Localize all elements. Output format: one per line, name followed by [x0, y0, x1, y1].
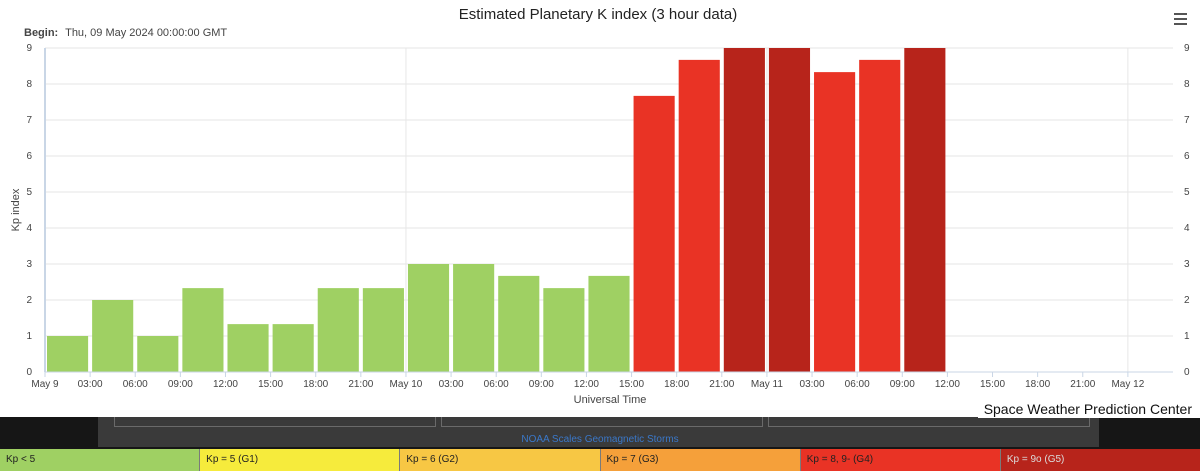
x-tick-label: May 10	[390, 379, 423, 390]
kp-bar[interactable]	[182, 288, 224, 372]
swpc-credit: Space Weather Prediction Center	[983, 401, 1192, 417]
y-tick-label: 8	[26, 79, 32, 90]
kp-bar[interactable]	[543, 288, 585, 372]
x-tick-label: 09:00	[529, 379, 554, 390]
scale-cell: Kp = 6 (G2)	[400, 449, 601, 471]
begin-timestamp: Begin: Thu, 09 May 2024 00:00:00 GMT	[24, 27, 227, 39]
x-tick-label: 18:00	[1025, 379, 1050, 390]
kp-bar[interactable]	[137, 336, 179, 372]
scale-cell: Kp = 5 (G1)	[200, 449, 401, 471]
kp-bar[interactable]	[723, 48, 765, 372]
y-tick-label: 3	[26, 259, 32, 270]
x-tick-label: 15:00	[258, 379, 283, 390]
y-tick-label-right: 5	[1184, 187, 1190, 198]
y-tick-label: 1	[26, 331, 32, 342]
x-tick-label: 09:00	[890, 379, 915, 390]
kp-bar[interactable]	[272, 324, 314, 372]
y-tick-label: 7	[26, 115, 32, 126]
x-tick-label: 06:00	[123, 379, 148, 390]
scale-cell: Kp = 8, 9- (G4)	[800, 449, 1001, 471]
kp-bar[interactable]	[678, 59, 720, 372]
x-tick-label: 15:00	[980, 379, 1005, 390]
kp-bar[interactable]	[227, 324, 269, 372]
kp-bar[interactable]	[904, 48, 946, 372]
x-tick-label: 18:00	[303, 379, 328, 390]
geomagnetic-storm-scale: Kp < 5 Kp = 5 (G1) Kp = 6 (G2) Kp = 7 (G3) K…	[0, 449, 1200, 471]
x-tick-label: 06:00	[845, 379, 870, 390]
scale-cell: Kp = 9o (G5)	[1000, 449, 1200, 471]
kp-bar[interactable]	[407, 264, 450, 372]
x-tick-label: 12:00	[213, 379, 238, 390]
decorative-panel	[98, 417, 1099, 447]
kp-bar[interactable]	[588, 275, 630, 372]
kp-bar[interactable]	[317, 288, 359, 372]
y-tick-label: 0	[26, 367, 32, 378]
noaa-scale-title: NOAA Scales Geomagnetic Storms	[521, 434, 679, 445]
y-tick-label: 6	[26, 151, 32, 162]
begin-label: Begin:	[24, 27, 58, 39]
x-tick-label: 18:00	[664, 379, 689, 390]
x-tick-label: 03:00	[78, 379, 103, 390]
y-tick-label: 2	[26, 295, 32, 306]
y-tick-label-right: 7	[1184, 115, 1190, 126]
kp-bar[interactable]	[362, 288, 404, 372]
y-tick-label: 9	[26, 43, 32, 54]
kp-bar[interactable]	[92, 300, 134, 372]
scale-cell: Kp < 5	[0, 449, 201, 471]
kp-bar[interactable]	[47, 336, 89, 372]
kp-bar[interactable]	[498, 275, 540, 372]
x-tick-label: 21:00	[348, 379, 373, 390]
chart-menu-button[interactable]	[1170, 9, 1194, 29]
y-tick-label-right: 8	[1184, 79, 1190, 90]
kp-bar[interactable]	[453, 264, 495, 372]
begin-value: Thu, 09 May 2024 00:00:00 GMT	[65, 27, 227, 39]
x-tick-label: 21:00	[709, 379, 734, 390]
x-tick-label: May 9	[31, 379, 59, 390]
y-tick-label: 5	[26, 187, 32, 198]
x-tick-label: 15:00	[619, 379, 644, 390]
x-tick-label: May 12	[1111, 379, 1144, 390]
x-axis-title: Universal Time	[574, 394, 647, 406]
y-tick-label-right: 3	[1184, 259, 1190, 270]
x-tick-label: 03:00	[439, 379, 464, 390]
y-tick-label-right: 9	[1184, 43, 1190, 54]
y-tick-label-right: 0	[1184, 367, 1190, 378]
x-tick-label: May 11	[751, 379, 783, 390]
x-tick-label: 12:00	[935, 379, 960, 390]
credit-background	[978, 398, 1200, 418]
y-tick-label-right: 6	[1184, 151, 1190, 162]
y-axis-title: Kp index	[10, 188, 22, 231]
y-tick-label-right: 1	[1184, 331, 1190, 342]
kp-bar[interactable]	[768, 48, 811, 372]
kp-bar[interactable]	[633, 95, 675, 372]
x-tick-label: 09:00	[168, 379, 193, 390]
axes: 0 0 1 1 2 2 3 3 4 4 5 5 6 6 7 7 8 8 9 9 May 9 03:00 06:00 09:00…	[26, 43, 1190, 390]
x-tick-label: 03:00	[800, 379, 825, 390]
x-tick-label: 21:00	[1070, 379, 1095, 390]
scale-cell: Kp = 7 (G3)	[600, 449, 801, 471]
x-tick-label: 06:00	[484, 379, 509, 390]
kp-index-chart: Estimated Planetary K index (3 hour data…	[10, 6, 1190, 406]
y-tick-label-right: 2	[1184, 295, 1190, 306]
y-tick-label: 4	[26, 223, 32, 234]
kp-bar[interactable]	[859, 59, 901, 372]
x-tick-label: 12:00	[574, 379, 599, 390]
chart-title: Estimated Planetary K index (3 hour data…	[459, 6, 737, 23]
y-tick-label-right: 4	[1184, 223, 1190, 234]
bar-series	[47, 48, 946, 373]
kp-bar[interactable]	[814, 72, 856, 373]
